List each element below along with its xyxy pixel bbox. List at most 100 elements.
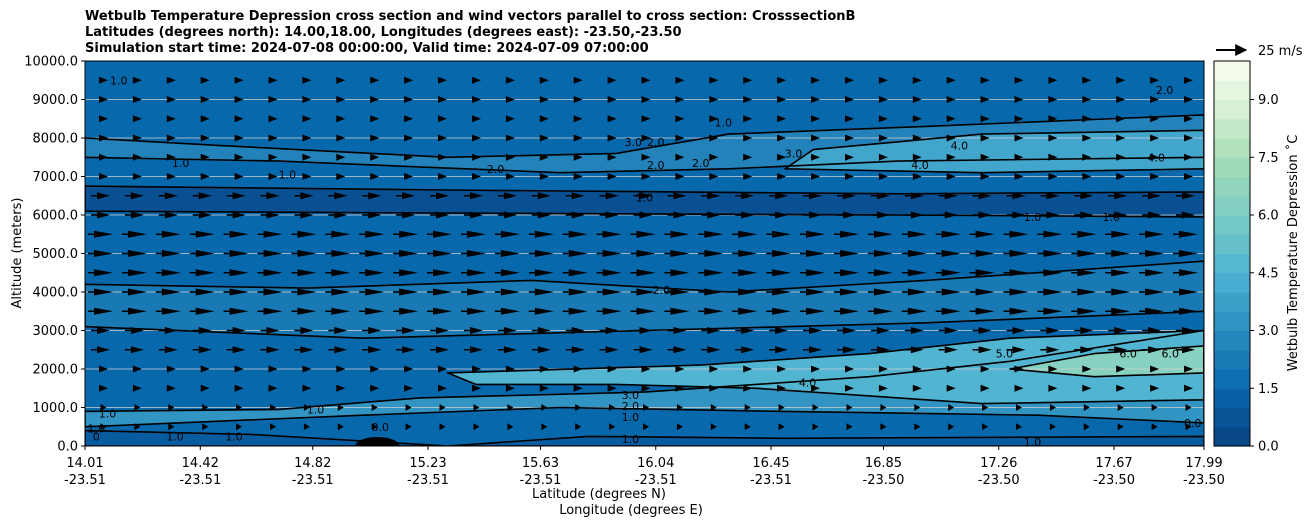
wind-vector bbox=[914, 423, 921, 431]
wind-vector bbox=[873, 250, 893, 257]
wind-vector bbox=[941, 288, 961, 296]
wind-vector bbox=[534, 307, 554, 315]
wind-vector bbox=[507, 404, 514, 411]
wind-vector bbox=[234, 76, 244, 84]
wind-vector bbox=[1150, 76, 1160, 84]
wind-vector bbox=[1012, 211, 1026, 219]
wind-vector bbox=[368, 346, 382, 354]
colorbar-band bbox=[1214, 369, 1250, 389]
wind-vector bbox=[302, 365, 312, 373]
wind-vector bbox=[946, 115, 956, 123]
wind-vector bbox=[399, 250, 419, 257]
wind-vector bbox=[675, 115, 685, 123]
x-tick-label-lon: -23.51 bbox=[292, 473, 334, 488]
wind-vector bbox=[568, 288, 588, 296]
wind-vector bbox=[1151, 423, 1158, 431]
x-tick-label-lon: -23.51 bbox=[407, 473, 449, 488]
wind-vector bbox=[164, 327, 178, 334]
wind-vector bbox=[234, 365, 244, 373]
wind-vector bbox=[195, 250, 215, 257]
wind-vector bbox=[1014, 76, 1024, 84]
wind-vector bbox=[1148, 211, 1162, 219]
wind-vector bbox=[878, 173, 888, 180]
wind-vector bbox=[1083, 423, 1090, 431]
wind-vector bbox=[573, 115, 583, 123]
wind-vector bbox=[302, 173, 312, 180]
wind-vector bbox=[1009, 230, 1029, 238]
contour-line bbox=[1009, 345, 1204, 378]
wind-vector bbox=[843, 346, 856, 354]
x-tick-label-lat: 14.82 bbox=[294, 456, 331, 471]
wind-vector bbox=[1182, 346, 1195, 354]
wind-vector bbox=[371, 404, 378, 411]
x-tick-label-lat: 16.45 bbox=[752, 456, 789, 471]
colorbar-band bbox=[1214, 157, 1250, 178]
wind-vector bbox=[777, 384, 787, 392]
wind-vector bbox=[910, 327, 924, 334]
wind-vector bbox=[675, 96, 685, 103]
wind-vector bbox=[806, 269, 825, 277]
wind-vector bbox=[878, 134, 888, 142]
wind-vector bbox=[878, 76, 888, 84]
wind-vector bbox=[878, 365, 888, 373]
wind-vector bbox=[975, 307, 995, 315]
wind-vector bbox=[1043, 230, 1063, 238]
wind-vector bbox=[439, 404, 446, 411]
wind-vector bbox=[1083, 404, 1090, 411]
wind-vector bbox=[607, 153, 617, 161]
wind-vector bbox=[336, 134, 346, 142]
wind-vector bbox=[438, 153, 447, 161]
contour-label: 1.0 bbox=[172, 157, 190, 170]
wind-vector bbox=[941, 269, 961, 277]
wind-vector bbox=[636, 250, 656, 257]
wind-vector bbox=[636, 288, 656, 296]
wind-vector bbox=[1043, 250, 1063, 257]
wind-vector bbox=[370, 153, 380, 161]
wind-vector bbox=[368, 327, 382, 334]
wind-vector bbox=[402, 327, 416, 334]
wind-vector bbox=[234, 115, 244, 123]
x-tick-label-lat: 17.26 bbox=[980, 456, 1017, 471]
wind-vector bbox=[777, 76, 787, 84]
wind-vector bbox=[232, 327, 246, 334]
wind-vector bbox=[1082, 384, 1092, 392]
colorbar-band bbox=[1214, 61, 1250, 81]
wind-vector bbox=[161, 307, 181, 315]
wind-vector bbox=[399, 230, 419, 238]
wind-vector bbox=[880, 423, 887, 431]
wind-vector bbox=[777, 365, 787, 373]
wind-vector bbox=[404, 115, 414, 123]
colorbar-band bbox=[1214, 118, 1250, 139]
x-tick-label-lon: -23.51 bbox=[179, 473, 221, 488]
y-tick-label: 3000.0 bbox=[33, 324, 79, 339]
wind-vector bbox=[741, 327, 755, 334]
wind-vector bbox=[845, 173, 854, 180]
wind-vector bbox=[472, 96, 481, 103]
colorbar-band bbox=[1214, 195, 1250, 216]
wind-vector bbox=[982, 423, 989, 431]
wind-vector bbox=[132, 134, 142, 142]
y-tick-label: 1000.0 bbox=[33, 401, 79, 416]
wind-vector bbox=[433, 230, 452, 238]
wind-vector bbox=[741, 346, 755, 354]
wind-vector bbox=[302, 153, 312, 161]
colorbar-tick-label: 1.5 bbox=[1258, 382, 1279, 397]
contour-label: 1.0 bbox=[307, 403, 325, 416]
wind-vector bbox=[975, 288, 995, 296]
wind-vector bbox=[334, 346, 348, 354]
contour-label: 6.0 bbox=[1119, 348, 1137, 361]
wind-vector bbox=[946, 134, 956, 142]
wind-vector bbox=[263, 288, 283, 296]
wind-vector bbox=[1114, 211, 1128, 219]
wind-vector bbox=[503, 211, 517, 219]
wind-vector bbox=[777, 134, 787, 142]
wind-vector bbox=[127, 307, 147, 315]
contour-label: 2.0 bbox=[1156, 84, 1174, 97]
wind-vector bbox=[331, 250, 351, 257]
wind-vector bbox=[845, 153, 854, 161]
wind-vector bbox=[433, 307, 452, 315]
wind-vector bbox=[1145, 307, 1165, 315]
wind-vector bbox=[912, 76, 922, 84]
wind-vector bbox=[607, 384, 617, 392]
